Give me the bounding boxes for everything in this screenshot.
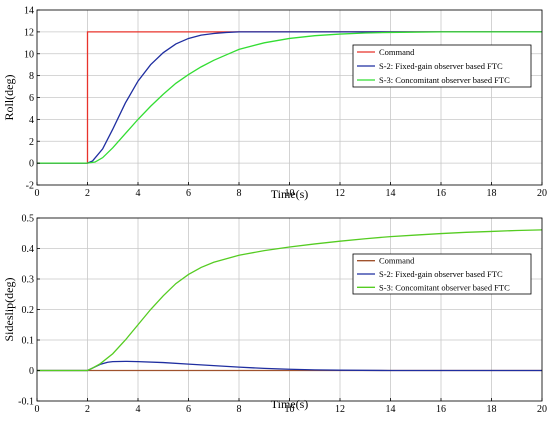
x-tick-label: 2 [85,404,90,415]
y-tick-label: 0.5 [22,214,35,225]
x-tick-label: 6 [186,188,191,199]
y-tick-label: 0.1 [22,336,35,347]
chart-panel-1: 0 2 4 6 8 10 12 14 16 18 20-202468101214Time(s)Rol… [2,6,547,202]
y-tick-label: -2 [26,181,34,192]
x-tick-label: 12 [335,188,345,199]
x-tick-label: 20 [537,188,547,199]
x-tick-label: 4 [136,188,141,199]
x-tick-label: 10 [285,404,295,415]
x-tick-label: 8 [237,188,242,199]
series-line-2 [37,31,542,164]
series-line-2 [37,360,542,372]
y-tick-label: 0.3 [22,275,35,286]
legend-label: Command [379,47,415,57]
legend-label: S-3: Concomitant observer based FTC [379,75,510,85]
legend-label: S-2: Fixed-gain observer based FTC [379,269,503,279]
x-axis-label: Time(s) [271,397,309,411]
legend: Command S-2: Fixed-gain observer based FT… [352,253,532,295]
y-tick-label: -0.1 [18,397,34,408]
y-tick-label: 0.2 [22,305,35,316]
x-tick-label: 0 [35,188,40,199]
y-tick-label: 0 [29,366,34,377]
x-axis-label: Time(s) [271,187,309,201]
x-tick-label: 18 [487,188,497,199]
y-axis-label: Sideslip(deg) [2,278,16,342]
series-line-3 [37,31,542,164]
x-tick-label: 16 [436,404,446,415]
y-tick-label: 0 [29,159,34,170]
legend-label: S-2: Fixed-gain observer based FTC [379,61,503,71]
x-tick-label: 6 [186,404,191,415]
series-line-3 [37,229,543,372]
y-tick-label: 8 [29,71,34,82]
x-tick-label: 14 [386,404,396,415]
x-tick-label: 16 [436,188,446,199]
legend-label: Command [379,256,415,266]
grid [36,217,543,402]
x-tick-label: 4 [136,404,141,415]
x-tick-label: 8 [237,404,242,415]
x-tick-label: 2 [85,188,90,199]
x-tick-label: 18 [487,404,497,415]
y-axis-label: Roll(deg) [2,75,16,121]
x-tick-label: 0 [35,404,40,415]
legend-label: S-3: Concomitant observer based FTC [379,282,510,292]
y-tick-label: 4 [29,115,34,126]
legend: Command S-2: Fixed-gain observer based FT… [352,44,532,88]
y-tick-label: 2 [29,137,34,148]
legend-box [352,44,532,88]
y-tick-label: 10 [24,49,34,60]
chart-panel-2: 0 2 4 6 8 10 12 14 16 18 20-0.100.10.20.30.40.5Tim… [2,214,547,416]
x-tick-label: 12 [335,404,345,415]
y-tick-label: 12 [24,27,34,38]
legend-box [352,253,532,295]
x-tick-label: 10 [285,188,295,199]
x-tick-label: 14 [386,188,396,199]
y-tick-label: 14 [24,6,34,17]
y-tick-label: 6 [29,93,34,104]
grid [36,9,543,186]
x-tick-label: 20 [537,404,547,415]
y-tick-label: 0.4 [22,244,35,255]
